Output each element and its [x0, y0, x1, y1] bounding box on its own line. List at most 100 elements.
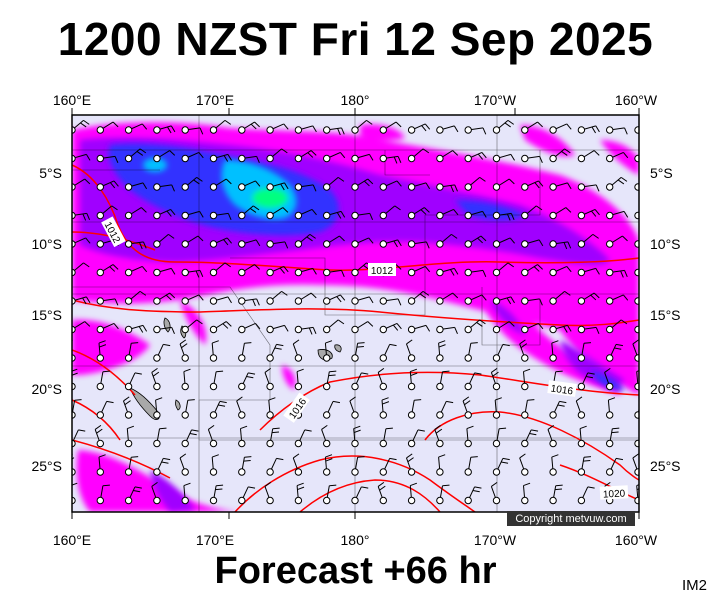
- wind-barb-feather: [551, 454, 559, 458]
- wind-barb-feather: [309, 233, 316, 239]
- wind-barb-feather: [304, 429, 312, 432]
- wind-barb-feather: [341, 270, 345, 278]
- wind-barb-feather: [183, 368, 191, 373]
- wind-barb-feather: [452, 150, 459, 156]
- wind-barb-feather: [111, 205, 118, 211]
- wind-barb-feather: [337, 319, 345, 325]
- station-circle: [323, 211, 331, 220]
- wind-barb-feather: [652, 154, 656, 160]
- station-circle: [209, 126, 218, 134]
- wind-barb-feather: [224, 119, 232, 125]
- wind-barb-feather: [198, 294, 204, 301]
- wind-barb-feather: [564, 290, 571, 296]
- wind-barb-feather: [113, 180, 119, 187]
- wind-barb-feather: [566, 266, 572, 273]
- wind-barb-feather: [139, 290, 147, 296]
- wind-barb-feather: [82, 297, 87, 305]
- wind-barb-feather: [453, 209, 459, 216]
- wind-barb-feather: [368, 237, 374, 244]
- wind-barb-feather: [86, 213, 91, 221]
- wind-barb-feather: [349, 396, 356, 402]
- station-circle: [634, 211, 639, 220]
- wind-barb-feather: [595, 268, 600, 275]
- station-circle: [464, 496, 472, 505]
- wind-barb-feather: [555, 370, 563, 373]
- wind-barb-shaft: [637, 300, 639, 302]
- station-circle: [634, 126, 639, 134]
- wind-barb-feather: [438, 340, 446, 344]
- wind-barb-feather: [244, 456, 252, 458]
- wind-barb-feather: [547, 424, 554, 430]
- station-circle: [238, 183, 246, 191]
- wind-barb-feather: [594, 209, 600, 216]
- station-circle: [238, 268, 246, 277]
- station-circle: [181, 268, 189, 277]
- wind-barb-feather: [397, 298, 402, 306]
- station-circle: [379, 439, 387, 448]
- station-circle: [606, 439, 614, 448]
- wind-barb-feather: [533, 266, 540, 272]
- station-circle: [407, 297, 416, 305]
- station-circle: [634, 154, 639, 163]
- station-circle: [436, 268, 444, 277]
- station-circle: [266, 183, 274, 191]
- station-circle: [351, 411, 359, 419]
- station-circle: [266, 411, 274, 419]
- wind-barb-feather: [166, 210, 172, 217]
- wind-barb-feather: [587, 372, 595, 375]
- wind-barb-feather: [246, 376, 254, 379]
- wind-barb-feather: [134, 372, 142, 375]
- wind-barb-feather: [649, 120, 655, 124]
- station-circle: [238, 468, 246, 476]
- wind-barb-feather: [482, 127, 487, 135]
- wind-barb-feather: [85, 237, 91, 244]
- wind-barb-feather: [336, 212, 342, 219]
- wind-barb-feather: [170, 125, 176, 133]
- wind-barb-feather: [312, 184, 317, 192]
- wind-barb-feather: [454, 184, 458, 192]
- wind-barb-feather: [470, 342, 478, 344]
- wind-barb-feather: [617, 179, 625, 185]
- wind-barb-feather: [106, 400, 114, 404]
- wind-barb-feather: [510, 154, 515, 161]
- wind-barb-feather: [519, 339, 526, 345]
- station-circle: [124, 211, 133, 220]
- wind-barb-feather: [357, 456, 365, 458]
- wind-barb-feather: [72, 482, 78, 486]
- station-circle: [124, 240, 133, 248]
- station-circle: [181, 496, 189, 505]
- wind-barb-feather: [480, 235, 487, 242]
- station-circle: [209, 211, 218, 220]
- wind-barb-feather: [312, 125, 317, 133]
- station-circle: [492, 496, 501, 505]
- station-circle: [577, 382, 586, 391]
- wind-barb-feather: [620, 270, 624, 278]
- wind-barb-feather: [159, 427, 167, 430]
- station-circle: [323, 354, 331, 362]
- copyright-text: Copyright metvuw.com: [515, 513, 626, 525]
- wind-barb-feather: [94, 424, 102, 430]
- wind-barb-feather: [367, 178, 374, 185]
- wind-barb-feather: [255, 180, 261, 187]
- wind-barb-feather: [142, 182, 148, 190]
- station-circle: [606, 268, 614, 277]
- station-circle: [124, 382, 133, 391]
- wind-barb-feather: [539, 156, 543, 164]
- station-circle: [238, 154, 246, 163]
- station-circle: [521, 439, 529, 448]
- wind-barb-feather: [557, 404, 565, 407]
- station-circle: [238, 240, 246, 248]
- wind-barb-feather: [325, 340, 333, 344]
- wind-barb-feather: [567, 182, 572, 190]
- svg-text:1020: 1020: [603, 488, 626, 500]
- station-circle: [464, 411, 472, 419]
- wind-barb-feather: [523, 482, 531, 487]
- station-circle: [96, 382, 105, 391]
- station-circle: [521, 240, 529, 248]
- wind-barb-feather: [226, 237, 232, 244]
- wind-barb-feather: [179, 339, 187, 345]
- station-circle: [351, 211, 359, 220]
- wind-barb-feather: [155, 397, 163, 401]
- wind-barb-feather: [225, 321, 232, 327]
- station-circle: [351, 439, 359, 448]
